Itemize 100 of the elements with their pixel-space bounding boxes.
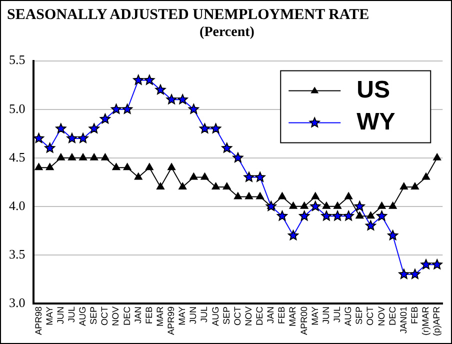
point <box>222 142 232 153</box>
x-tick-label: MAY <box>310 306 320 326</box>
point <box>168 163 176 170</box>
x-tick-label: DEC <box>122 306 132 326</box>
point <box>322 202 330 209</box>
x-tick-label: FEB <box>409 306 420 324</box>
x-tick-label: JUL <box>332 306 342 323</box>
point <box>433 153 442 160</box>
x-tick-label: APR00 <box>298 306 309 336</box>
point <box>144 74 155 85</box>
point <box>366 212 375 219</box>
x-tick-label: JUL <box>66 306 76 323</box>
point <box>66 132 78 144</box>
point <box>222 182 231 190</box>
point <box>112 163 120 170</box>
point <box>299 210 310 221</box>
legend-label: WY <box>356 108 396 136</box>
x-tick-label: NOV <box>243 306 254 326</box>
point <box>122 104 133 114</box>
point <box>200 172 209 180</box>
y-tick-label: 5.5 <box>9 52 26 68</box>
point <box>334 202 342 209</box>
point <box>300 202 308 209</box>
x-tick-label: MAY <box>44 306 54 326</box>
point <box>289 202 298 209</box>
point <box>232 152 244 162</box>
point <box>212 182 220 190</box>
x-tick-label: (r)MAR <box>420 306 431 336</box>
point <box>134 172 142 180</box>
chart-subtitle: (Percent) <box>198 25 256 41</box>
x-tick-label: JUN <box>55 306 66 324</box>
point <box>199 123 210 134</box>
point <box>365 220 376 230</box>
point <box>310 200 321 211</box>
x-tick-label: SEP <box>88 306 99 325</box>
point <box>311 192 320 200</box>
point <box>420 259 432 270</box>
point <box>400 182 408 190</box>
point <box>276 210 288 221</box>
point <box>101 153 110 160</box>
point <box>388 202 397 209</box>
x-tick-label: (p)APR <box>432 306 442 336</box>
point <box>288 230 299 240</box>
x-tick-label: FEB <box>144 306 154 324</box>
point <box>354 200 365 211</box>
x-tick-label: SEP <box>221 306 232 325</box>
point <box>46 163 54 170</box>
point <box>177 94 188 104</box>
point <box>422 172 430 180</box>
point <box>156 182 164 190</box>
point <box>123 163 132 170</box>
point <box>388 230 398 240</box>
point <box>344 192 353 200</box>
x-tick-label: AUG <box>210 306 220 326</box>
point <box>398 268 410 279</box>
point <box>44 142 56 153</box>
y-tick-label: 3.5 <box>9 246 26 262</box>
point <box>278 192 286 200</box>
point <box>78 132 88 144</box>
point <box>343 210 354 221</box>
x-tick-label: MAY <box>177 306 188 326</box>
point <box>410 268 420 279</box>
x-tick-label: AUG <box>78 306 88 326</box>
point <box>234 192 242 200</box>
x-tick-label: OCT <box>232 306 242 326</box>
x-tick-label: OCT <box>100 306 110 326</box>
y-tick-label: 4.5 <box>9 149 26 164</box>
y-tick-label: 3.0 <box>9 294 26 310</box>
chart-title: SEASONALLY ADJUSTED UNEMPLOYMENT RATE <box>6 7 370 24</box>
point <box>378 202 386 209</box>
x-tick-label: JUN <box>320 306 331 324</box>
x-tick-label: AUG <box>343 306 354 326</box>
x-tick-label: JAN <box>132 306 143 324</box>
point <box>34 132 44 144</box>
point <box>68 153 76 160</box>
point <box>432 259 442 270</box>
y-tick-label: 4.0 <box>9 198 26 213</box>
x-tick-label: JAN <box>266 306 276 324</box>
point <box>190 172 198 180</box>
point <box>34 163 43 170</box>
x-tick-label: DEC <box>254 306 265 326</box>
x-tick-label: MAR <box>288 306 298 326</box>
x-tick-label: JUL <box>199 306 210 323</box>
point <box>321 210 332 221</box>
point <box>210 123 222 134</box>
point <box>79 153 88 160</box>
point <box>56 153 65 160</box>
x-tick-label: JAN01 <box>398 306 408 334</box>
point <box>188 104 199 114</box>
point <box>332 210 343 221</box>
point <box>254 172 266 182</box>
x-tick-label: APR99 <box>166 306 176 336</box>
x-tick-label: APR98 <box>33 306 44 336</box>
y-tick-label: 5.0 <box>9 100 26 116</box>
point <box>166 94 177 104</box>
point <box>155 84 166 94</box>
point <box>88 123 100 134</box>
x-tick-label: SEP <box>354 306 364 325</box>
point <box>110 104 122 114</box>
point <box>133 74 144 85</box>
